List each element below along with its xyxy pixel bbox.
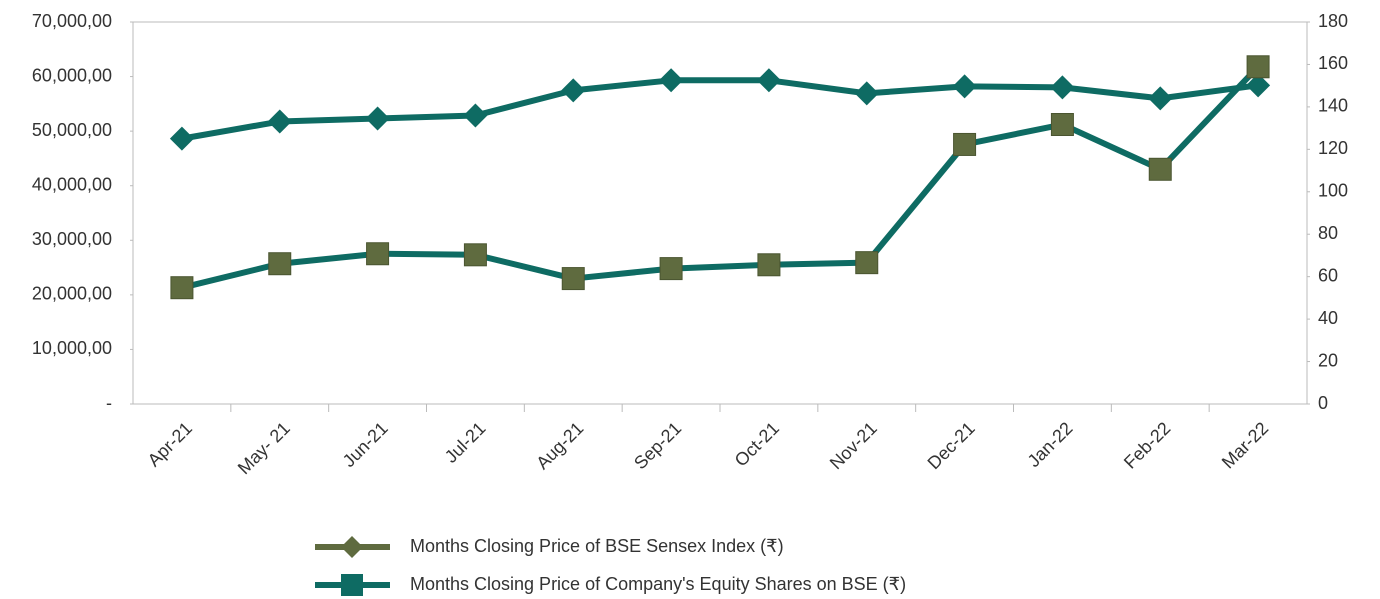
- y2-tick-label: 120: [1318, 138, 1348, 158]
- x-tick-label: Oct-21: [731, 418, 783, 470]
- x-tick-label: Aug-21: [532, 418, 587, 473]
- y2-tick-label: 140: [1318, 96, 1348, 116]
- y-tick-label: -: [106, 393, 112, 413]
- diamond-marker: [463, 103, 488, 128]
- y-tick-label: 70,000,00: [32, 11, 112, 31]
- x-tick-label: Feb-22: [1120, 418, 1174, 472]
- legend-label: Months Closing Price of BSE Sensex Index…: [410, 536, 784, 556]
- diamond-marker: [756, 68, 781, 93]
- diamond-marker: [561, 78, 586, 103]
- x-tick-label: Jan-22: [1024, 418, 1077, 471]
- x-tick-label: Jun-21: [339, 418, 392, 471]
- y2-tick-label: 100: [1318, 181, 1348, 201]
- square-marker: [366, 242, 390, 266]
- x-tick-label: Dec-21: [924, 418, 979, 473]
- series-line: [181, 77, 1259, 142]
- diamond-marker: [1246, 73, 1271, 98]
- square-marker: [463, 243, 487, 267]
- x-tick-label: Sep-21: [630, 418, 685, 473]
- square-marker: [1148, 157, 1172, 181]
- legend-marker: [341, 574, 363, 596]
- square-marker: [1050, 113, 1074, 137]
- y2-tick-label: 80: [1318, 223, 1338, 243]
- y2-tick-label: 180: [1318, 11, 1348, 31]
- y-tick-label: 60,000,00: [32, 65, 112, 85]
- legend-label: Months Closing Price of Company's Equity…: [410, 574, 906, 594]
- diamond-marker: [169, 126, 194, 151]
- x-tick-label: May- 21: [234, 418, 294, 478]
- y-tick-label: 50,000,00: [32, 120, 112, 140]
- x-tick-label: Apr-21: [144, 418, 196, 470]
- y2-tick-label: 60: [1318, 265, 1338, 285]
- square-marker: [561, 267, 585, 291]
- diamond-marker: [1050, 75, 1075, 100]
- y2-tick-label: 160: [1318, 53, 1348, 73]
- square-marker: [268, 252, 292, 276]
- square-marker: [1246, 55, 1270, 79]
- y-tick-label: 10,000,00: [32, 338, 112, 358]
- y2-tick-label: 40: [1318, 308, 1338, 328]
- series-line: [181, 64, 1261, 291]
- y-tick-label: 30,000,00: [32, 229, 112, 249]
- diamond-marker: [659, 68, 684, 93]
- x-tick-label: Nov-21: [826, 418, 881, 473]
- square-marker: [757, 253, 781, 277]
- square-marker: [659, 257, 683, 281]
- square-marker: [953, 132, 977, 156]
- y2-tick-label: 0: [1318, 393, 1328, 413]
- y-tick-label: 40,000,00: [32, 174, 112, 194]
- square-marker: [855, 251, 879, 275]
- x-tick-label: Jul-21: [441, 418, 490, 467]
- diamond-marker: [952, 74, 977, 99]
- diamond-marker: [854, 81, 879, 106]
- square-marker: [170, 276, 194, 300]
- diamond-marker: [1148, 86, 1173, 111]
- diamond-marker: [267, 109, 292, 134]
- diamond-marker: [365, 106, 390, 131]
- legend-marker: [341, 536, 363, 558]
- y2-tick-label: 20: [1318, 350, 1338, 370]
- y-tick-label: 20,000,00: [32, 284, 112, 304]
- x-tick-label: Mar-22: [1218, 418, 1272, 472]
